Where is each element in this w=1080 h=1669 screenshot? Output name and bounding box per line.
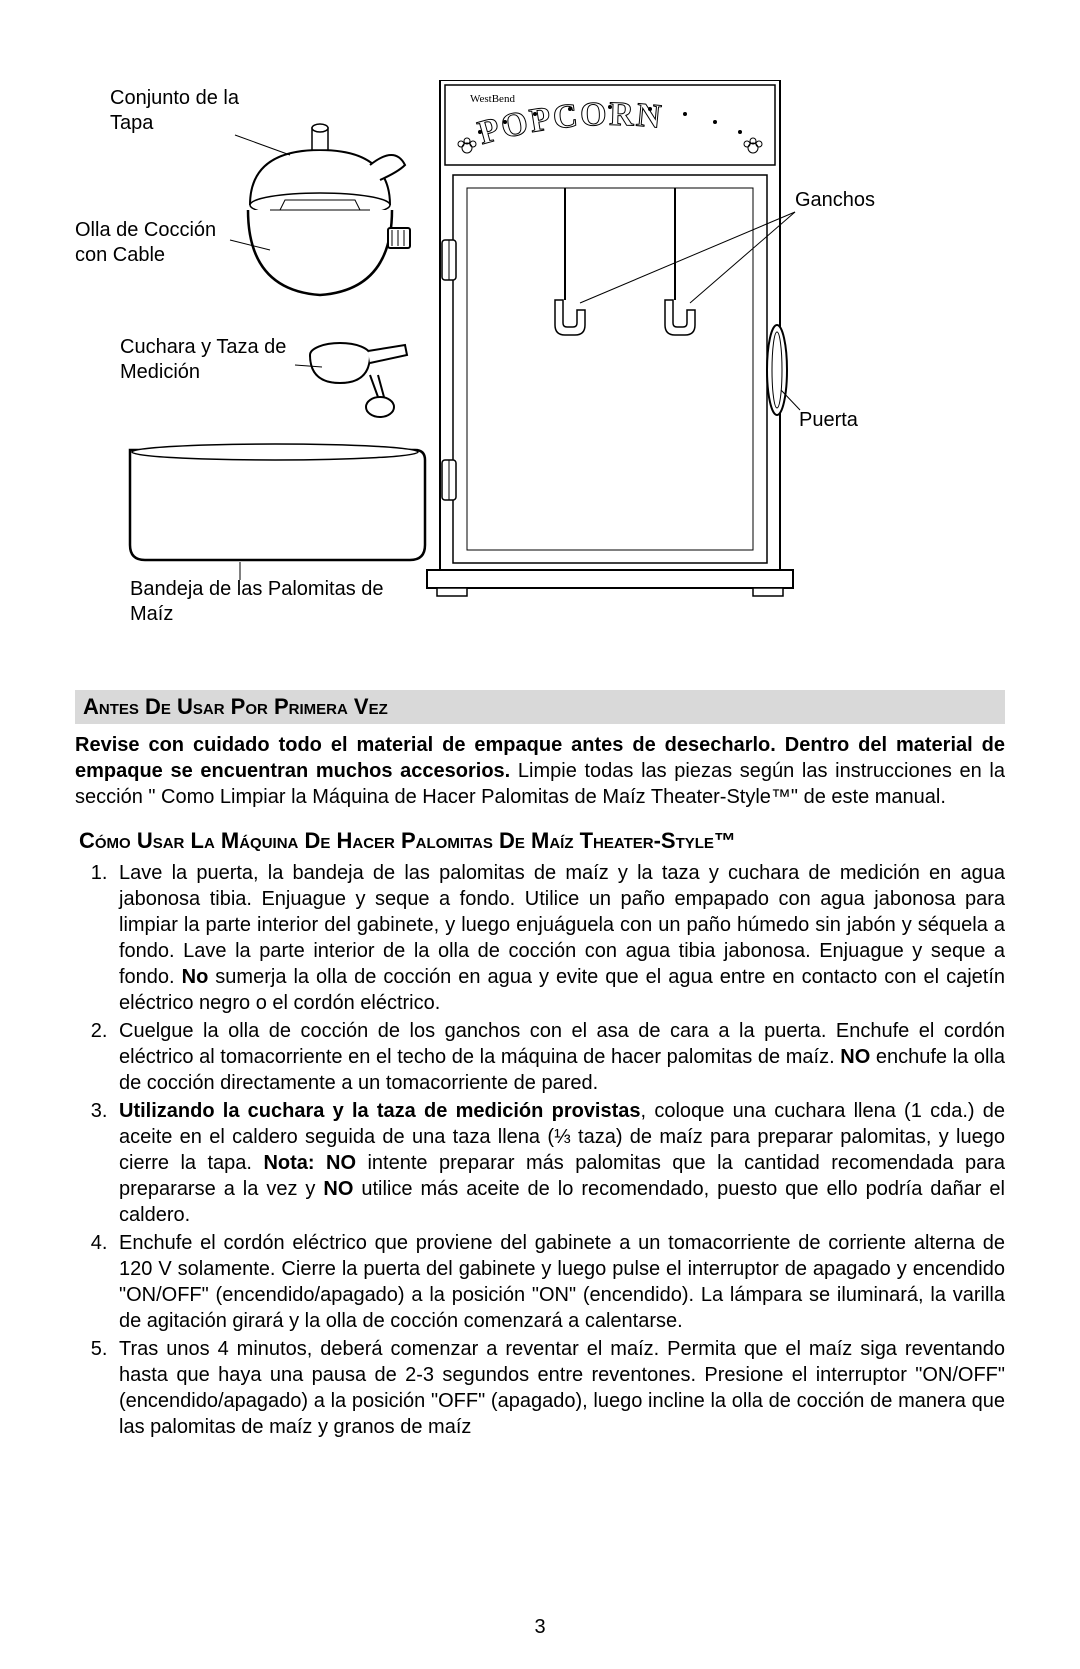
step-4: Enchufe el cordón eléctrico que proviene… [113, 1230, 1005, 1334]
brand-text: WestBend [470, 93, 515, 105]
diagram-area: Conjunto de la Tapa Olla de Cocción con … [75, 80, 1005, 680]
page-container: Conjunto de la Tapa Olla de Cocción con … [0, 0, 1080, 1669]
s3e: NO [323, 1178, 353, 1200]
s1b: No [182, 966, 209, 988]
step-5: Tras unos 4 minutos, deberá comenzar a r… [113, 1336, 1005, 1440]
step-2: Cuelgue la olla de cocción de los gancho… [113, 1018, 1005, 1096]
tray-icon [130, 444, 425, 560]
before-first-use-paragraph: Revise con cuidado todo el material de e… [75, 732, 1005, 810]
s3c: Nota: NO [263, 1152, 356, 1174]
diagram-svg: WestBend POPCORN [75, 80, 1005, 680]
s2b: NO [840, 1046, 870, 1068]
s3a: Utilizando la cuchara y la taza de medic… [119, 1100, 641, 1122]
s1c: sumerja la olla de cocción en agua y evi… [119, 966, 1005, 1014]
cabinet-icon: WestBend POPCORN [427, 80, 793, 596]
pot-icon [248, 124, 410, 295]
step-3: Utilizando la cuchara y la taza de medic… [113, 1098, 1005, 1228]
instructions-list: Lave la puerta, la bandeja de las palomi… [75, 860, 1005, 1440]
section-how-to-use: Cómo Usar La Máquina De Hacer Palomitas … [75, 828, 1005, 854]
measuring-icon [310, 343, 407, 417]
section-before-first-use: Antes De Usar Por Primera Vez [75, 690, 1005, 724]
step-1: Lave la puerta, la bandeja de las palomi… [113, 860, 1005, 1016]
page-number: 3 [0, 1616, 1080, 1639]
